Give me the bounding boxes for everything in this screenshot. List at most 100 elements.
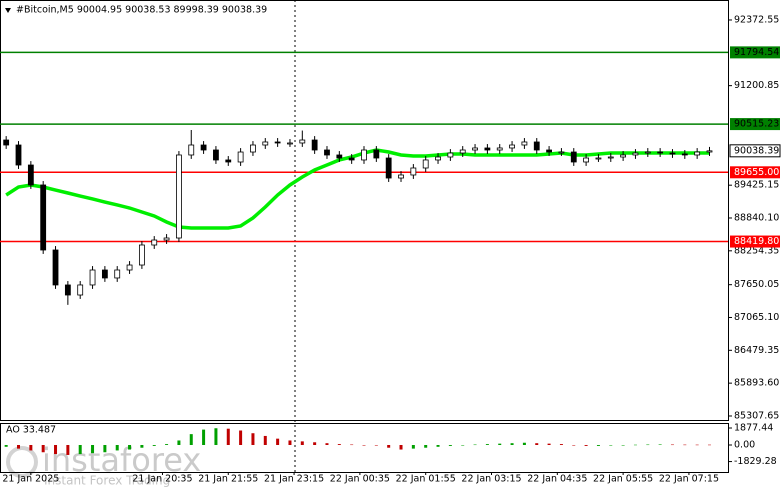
ao-bar [325, 443, 329, 446]
y-tick-label: 88840.10 [734, 212, 779, 223]
candle-body [287, 142, 293, 145]
candle-body [176, 154, 182, 239]
ao-bar [658, 444, 662, 446]
ao-bar [29, 445, 33, 451]
collapse-icon [5, 8, 11, 13]
last-price-box [729, 144, 781, 158]
candle-body [151, 239, 158, 246]
ao-bar [288, 440, 292, 446]
candle-body [435, 156, 441, 161]
candle-body [237, 151, 244, 163]
ao-bar [17, 445, 21, 449]
candle-body [213, 149, 219, 161]
x-tick-label: 21 Jan 2025 [2, 474, 59, 485]
candle-body [706, 150, 713, 153]
ao-bar [485, 444, 489, 446]
ao-bar [510, 443, 514, 446]
level-label: 91794.54 [734, 47, 779, 58]
candle-body [27, 164, 34, 186]
y-tick-label: 91200.85 [734, 80, 779, 91]
ao-bar [239, 430, 243, 446]
candle-body [77, 284, 84, 296]
ao-bar [202, 429, 206, 446]
candle-body [410, 167, 417, 176]
x-tick-label: 22 Jan 07:15 [659, 474, 719, 485]
ao-bar [621, 445, 625, 446]
main-frame [0, 0, 729, 421]
candle-body [632, 152, 639, 156]
ao-bar [683, 444, 687, 446]
level-label-box [730, 166, 780, 179]
ao-bar [115, 445, 119, 451]
candle-body [546, 149, 552, 153]
candle-body [126, 264, 133, 271]
ao-bar [535, 443, 539, 446]
ao-bar [473, 444, 477, 446]
watermark-logo [6, 446, 38, 478]
ao-bar [300, 441, 304, 446]
level-label-box [730, 235, 780, 248]
ao-bar [41, 445, 45, 453]
x-tick-label: 22 Jan 01:55 [396, 474, 456, 485]
candle-body [138, 244, 145, 266]
ao-bar [559, 444, 563, 446]
x-tick-label: 22 Jan 04:35 [527, 474, 587, 485]
ao-bar [276, 438, 280, 446]
watermark-tagline: Instant Forex Trading [44, 474, 170, 488]
candle-body [3, 139, 10, 146]
candle-body [114, 269, 121, 279]
level-label: 89655.00 [734, 167, 779, 178]
candle-body [311, 139, 318, 151]
moving-average [5, 148, 710, 230]
ao-bar [362, 445, 366, 446]
ao-bar [4, 445, 8, 447]
y-tick-label: 88254.35 [734, 245, 779, 256]
chart-title: #Bitcoin,M5 90004.95 90038.53 89998.39 9… [16, 5, 267, 16]
ao-bar [251, 433, 255, 446]
ao-tick-label: 0.00 [734, 440, 755, 451]
ao-bar [350, 444, 354, 446]
candle-body [644, 151, 651, 154]
ao-bar [707, 444, 711, 446]
candle-body [361, 149, 367, 161]
candle-body [484, 147, 491, 151]
y-tick-label: 87065.10 [734, 312, 779, 323]
level-label: 90515.23 [734, 119, 779, 130]
level-label: 88419.80 [734, 236, 779, 247]
ao-bar [411, 445, 415, 449]
ao-bar [140, 445, 144, 448]
candle-body [262, 141, 269, 146]
x-tick-label: 22 Jan 03:15 [461, 474, 521, 485]
ao-bar [448, 445, 452, 446]
last-price-label: 90038.39 [734, 145, 779, 156]
level-label-box [730, 46, 780, 59]
ao-bar [128, 445, 132, 450]
ao-bar [522, 442, 526, 446]
candle-body [188, 144, 195, 156]
candle-body [681, 153, 688, 156]
candle-body [373, 149, 380, 159]
candle-body [40, 184, 47, 251]
candle-body [607, 156, 614, 159]
candle-body [570, 151, 577, 163]
candle-body [595, 157, 602, 160]
candle-body [694, 151, 701, 156]
candle-body [533, 141, 540, 151]
x-tick-label: 21 Jan 20:35 [132, 474, 192, 485]
ao-bar [572, 445, 576, 446]
ao-bar [54, 445, 58, 455]
y-tick-label: 85307.65 [734, 410, 779, 421]
ao-bar [609, 445, 613, 446]
candle-body [398, 174, 404, 179]
ao-tick-label: 1877.44 [734, 422, 773, 433]
ao-frame [0, 423, 729, 473]
candle-body [89, 269, 96, 286]
candle-body [472, 147, 478, 151]
candle-body [509, 144, 515, 149]
candle-body [64, 284, 71, 296]
ao-bar [596, 445, 600, 446]
ao-bar [313, 442, 317, 446]
ao-bar [695, 444, 699, 446]
